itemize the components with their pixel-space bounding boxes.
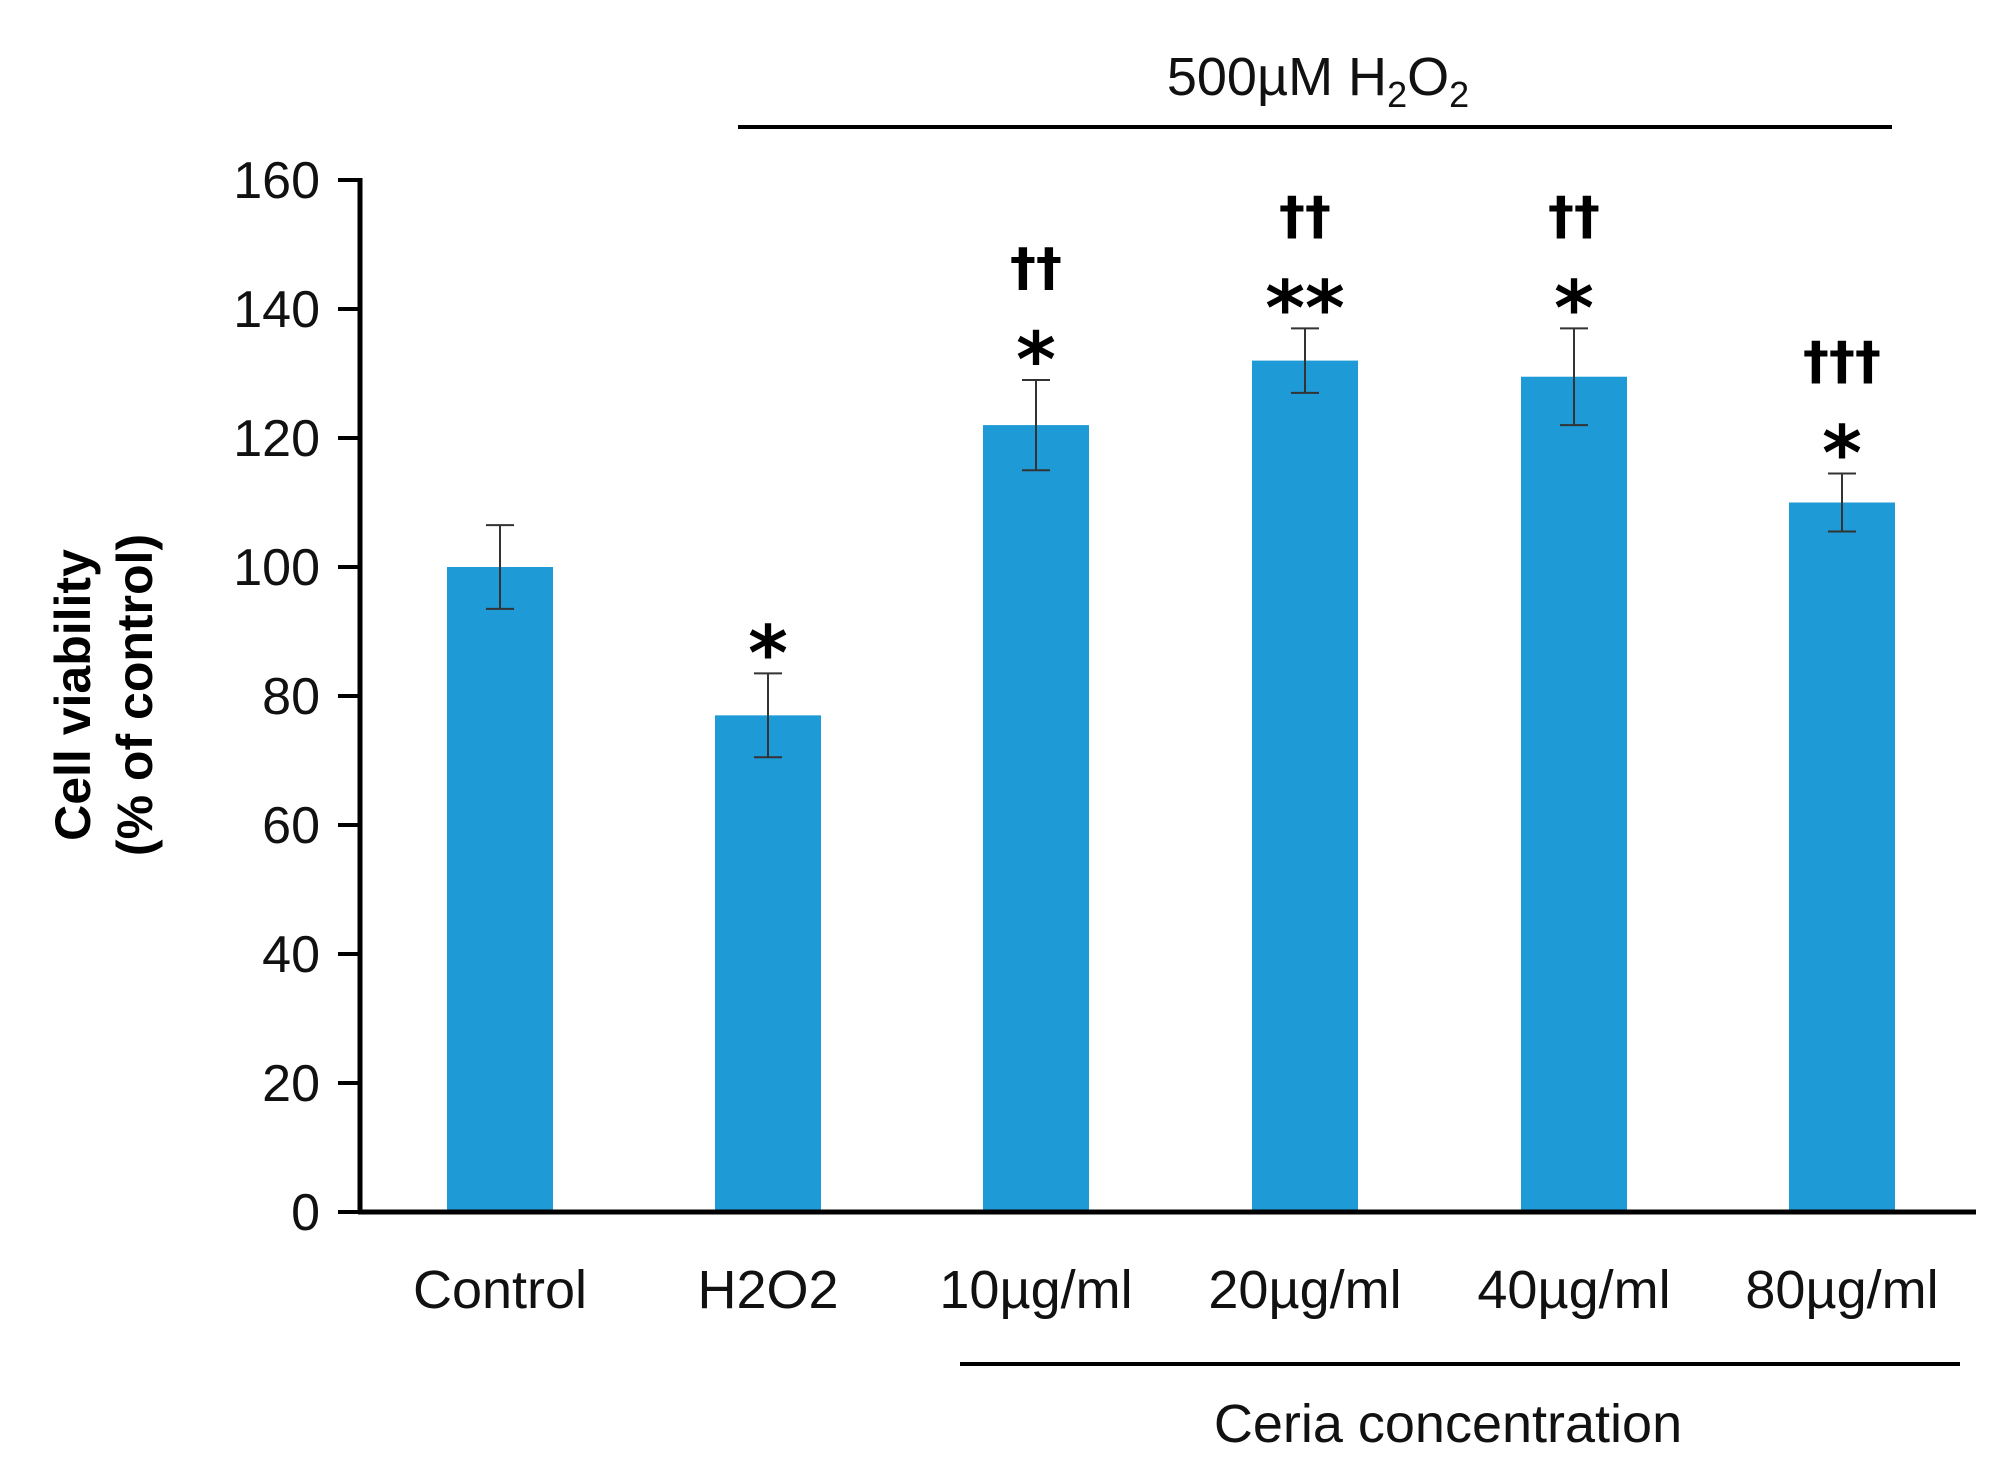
significance-star-2: * bbox=[1016, 315, 1056, 404]
category-labels-group: Control H2O2 10µg/ml 20µg/ml 40µg/ml 80µg/ml bbox=[413, 1260, 1939, 1320]
category-label-4: 40µg/ml bbox=[1477, 1260, 1670, 1320]
bar-0 bbox=[447, 567, 553, 1212]
y-axis-label-line2: (% of control) bbox=[107, 534, 163, 856]
top-group-label: 500µM H2O2 bbox=[1167, 47, 1469, 115]
bar-2 bbox=[983, 425, 1089, 1213]
significance-star-3: ** bbox=[1265, 263, 1345, 352]
y-tick-label-60: 60 bbox=[262, 797, 320, 855]
y-tick-label-0: 0 bbox=[291, 1184, 320, 1242]
y-axis-label: Cell viability (% of control) bbox=[45, 534, 163, 856]
category-label-5: 80µg/ml bbox=[1745, 1260, 1938, 1320]
bar-1 bbox=[715, 715, 821, 1212]
y-axis-ticks: 0 20 40 60 80 100 120 140 160 bbox=[233, 152, 360, 1242]
significance-dagger-2: †† bbox=[1010, 238, 1062, 298]
bars-group bbox=[447, 360, 1895, 1213]
y-axis-label-line1: Cell viability bbox=[45, 549, 101, 841]
significance-dagger-3: †† bbox=[1279, 186, 1331, 246]
y-tick-label-120: 120 bbox=[233, 410, 320, 468]
significance-marks-group: **†† **††*††*††† bbox=[748, 186, 1881, 697]
y-tick-label-20: 20 bbox=[262, 1055, 320, 1113]
top-group-label-prefix: 500µM H bbox=[1167, 47, 1387, 107]
bar-5 bbox=[1789, 502, 1895, 1212]
category-label-1: H2O2 bbox=[697, 1260, 838, 1320]
top-group-label-mid: O bbox=[1407, 47, 1449, 107]
y-tick-label-140: 140 bbox=[233, 281, 320, 339]
category-label-2: 10µg/ml bbox=[939, 1260, 1132, 1320]
y-tick-label-160: 160 bbox=[233, 152, 320, 210]
error-bars-group bbox=[486, 327, 1856, 759]
significance-star-4: * bbox=[1554, 263, 1594, 352]
significance-dagger-5: ††† bbox=[1803, 331, 1881, 391]
bar-3 bbox=[1252, 360, 1358, 1213]
significance-star-1: * bbox=[748, 608, 788, 697]
y-tick-label-100: 100 bbox=[233, 539, 320, 597]
significance-star-5: * bbox=[1822, 408, 1862, 497]
significance-dagger-4: †† bbox=[1548, 186, 1600, 246]
category-label-3: 20µg/ml bbox=[1208, 1260, 1401, 1320]
top-group-label-sub1: 2 bbox=[1387, 74, 1407, 115]
bottom-group-label: Ceria concentration bbox=[1214, 1394, 1682, 1454]
y-tick-label-40: 40 bbox=[262, 926, 320, 984]
category-label-0: Control bbox=[413, 1260, 587, 1320]
top-group-label-sub2: 2 bbox=[1449, 74, 1469, 115]
y-tick-label-80: 80 bbox=[262, 668, 320, 726]
bar-4 bbox=[1521, 376, 1627, 1213]
